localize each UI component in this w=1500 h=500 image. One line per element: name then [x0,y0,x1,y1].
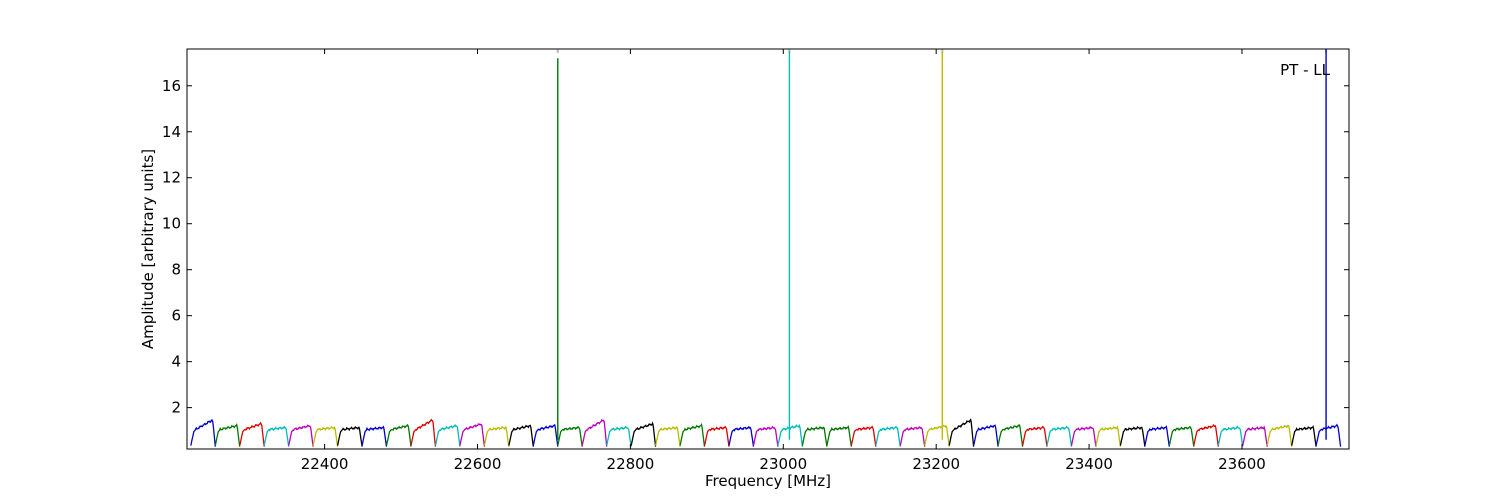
channel-curve [263,425,290,447]
channel-curve [459,423,486,447]
plot-frame [186,48,1350,450]
channel-curve [654,426,681,447]
channel-curve [850,425,877,447]
x-tick-label: 22400 [301,455,349,473]
channel-curve [1095,425,1122,447]
channel-curve [875,425,901,447]
x-tick-label: 22600 [454,455,502,473]
channel-curve [385,423,412,447]
spike-layer [556,49,1328,440]
channel-curve [630,421,657,447]
channel-curve [777,423,804,447]
y-axis-label: Amplitude [arbitrary units] [139,149,157,349]
x-tick-label: 23400 [1065,455,1113,473]
channel-curve [190,419,216,447]
channel-curve [924,424,950,447]
channel-curve [557,425,583,447]
channel-curve [410,418,437,447]
channel-curve [508,424,534,447]
channel-curve [581,418,608,447]
channel-curve [1021,425,1048,447]
x-tick-label: 22800 [607,455,655,473]
channel-curve [752,425,779,447]
channel-curve [826,425,852,447]
y-tick-label: 4 [171,353,181,371]
channel-curve [1046,425,1073,447]
series-layer [190,418,1342,447]
channel-curve [997,424,1024,447]
channel-curve [1315,423,1342,447]
channel-curve [679,423,706,447]
y-tick-label: 12 [162,169,181,187]
x-tick-label: 23000 [759,455,807,473]
x-axis-label: Frequency [MHz] [705,472,831,490]
channel-curve [288,424,314,447]
y-tick-label: 2 [171,399,181,417]
tick-layer: 22400 22600 22800 23000 23200 23400 23600 2 4 6 8 1… [162,49,1349,473]
y-tick-label: 16 [162,77,181,95]
channel-curve [1266,424,1293,447]
channel-curve [1217,425,1244,447]
channel-curve [1144,425,1170,447]
y-tick-label: 8 [171,261,181,279]
channel-curve [1291,424,1317,447]
channel-curve [1193,424,1219,447]
channel-curve [703,425,730,447]
x-tick-label: 23200 [912,455,960,473]
baseline-annotation: PT - LL [1280,61,1331,79]
channel-curve [1242,425,1268,447]
channel-curve [899,426,926,447]
channel-curve [972,424,999,447]
y-tick-label: 6 [171,307,181,325]
x-tick-label: 23600 [1218,455,1266,473]
channel-curve [239,421,265,447]
channel-curve [606,425,632,447]
channel-curve [948,418,975,447]
channel-curve [1119,425,1146,447]
channel-curve [312,425,339,447]
y-tick-label: 10 [162,215,181,233]
channel-curve [801,426,828,447]
channel-curve [1168,426,1195,447]
channel-curve [1070,426,1097,447]
channel-curve [728,426,755,447]
channel-curve [483,425,510,447]
channel-curve [361,425,388,447]
channel-curve [336,425,363,447]
y-tick-label: 14 [162,123,181,141]
channel-curve [434,424,461,447]
channel-curve [532,423,559,447]
channel-curve [214,422,241,447]
